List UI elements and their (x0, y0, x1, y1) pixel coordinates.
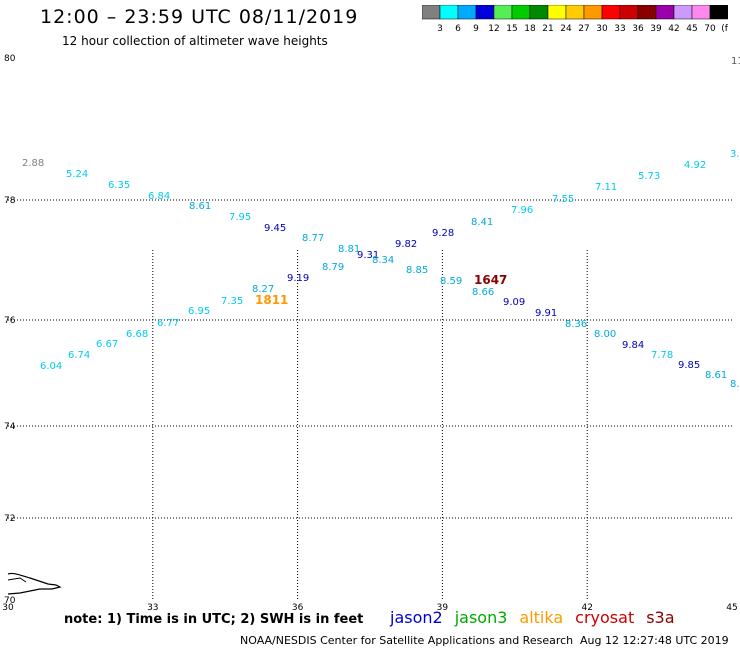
lon-tick-label: 42 (581, 603, 592, 613)
lat-tick-label: 80 (4, 54, 16, 64)
legend-label: 6 (455, 24, 461, 34)
map-subtitle: 12 hour collection of altimeter wave hei… (62, 34, 328, 48)
wave-height-label: 8.59 (440, 276, 462, 287)
wave-height-label: 6.67 (96, 339, 118, 350)
wave-height-label: 3. (730, 149, 740, 160)
wave-height-label: 5.73 (638, 171, 660, 182)
lat-tick-label: 78 (4, 196, 16, 206)
wave-height-label: 8.61 (705, 370, 727, 381)
wave-height-label: 9.31 (357, 250, 379, 261)
wave-height-label: 9.91 (535, 308, 557, 319)
lon-tick-label: 45 (726, 603, 737, 613)
legend-label: (ft) (721, 24, 728, 34)
lon-tick-label: 33 (147, 603, 158, 613)
wave-height-label: 7.35 (221, 296, 243, 307)
wave-height-label: 8.34 (372, 255, 394, 266)
wave-height-label: 9.85 (678, 360, 700, 371)
wave-height-label: 9.19 (287, 273, 309, 284)
wave-height-label: 8.00 (594, 329, 616, 340)
legend-swatch (709, 5, 728, 20)
lon-tick-label: 36 (292, 603, 304, 613)
legend-label: 27 (578, 24, 589, 34)
legend-label: 33 (614, 24, 625, 34)
wave-height-label: 6.77 (157, 318, 179, 329)
wave-height-label: 8.77 (302, 233, 324, 244)
wave-height-label: 6.68 (126, 329, 148, 340)
credit-date: Aug 12 12:27:48 UTC 2019 (580, 634, 729, 647)
wave-height-label: 8.41 (471, 217, 493, 228)
wave-height-label: 8. (730, 379, 740, 390)
wave-height-label: 6.04 (40, 361, 62, 372)
legend-label: 70 (704, 24, 716, 34)
wave-height-label: 9.84 (622, 340, 644, 351)
legend-label: 30 (596, 24, 608, 34)
right-edge-label: 11 (731, 56, 740, 67)
legend-label: 24 (560, 24, 572, 34)
coastline (7, 572, 62, 595)
wave-height-label: 6.84 (148, 191, 170, 202)
legend-label: 45 (686, 24, 697, 34)
wave-height-label: 8.61 (189, 201, 211, 212)
time-label: 1647 (474, 273, 507, 287)
wave-height-label: 6.95 (188, 306, 210, 317)
legend-label: 21 (542, 24, 553, 34)
wave-height-label: 7.96 (511, 205, 533, 216)
wave-height-label: 4.92 (684, 160, 706, 171)
wave-height-label: 8.79 (322, 262, 344, 273)
wave-height-label: 5.24 (66, 169, 88, 180)
lat-tick-label: 72 (4, 514, 15, 524)
wave-height-label: 9.28 (432, 228, 454, 239)
wave-height-label: 7.95 (229, 212, 251, 223)
wave-height-label: 9.09 (503, 297, 525, 308)
wave-height-label: 8.36 (565, 319, 587, 330)
lat-tick-label: 76 (4, 316, 16, 326)
map-title: 12:00 – 23:59 UTC 08/11/2019 (40, 6, 359, 28)
wave-height-label: 8.66 (472, 287, 494, 298)
legend-label: 39 (650, 24, 662, 34)
wave-height-label: 6.74 (68, 350, 90, 361)
legend-label: 18 (524, 24, 536, 34)
wave-height-label: 9.45 (264, 223, 286, 234)
lon-tick-label: 39 (437, 603, 449, 613)
wave-height-label: 9.82 (395, 239, 417, 250)
note-text: note: 1) Time is in UTC; 2) SWH is in fe… (64, 612, 364, 627)
wave-height-label: 7.55 (552, 194, 574, 205)
lat-tick-label: 70 (4, 596, 16, 606)
satellite-name: altika (519, 608, 564, 627)
time-label: 1811 (255, 293, 288, 307)
wave-height-label: 6.35 (108, 180, 130, 191)
satellite-name: jason2 (390, 608, 443, 627)
satellite-legend: jason2 jason3 altika cryosat s3a (390, 608, 687, 627)
wave-height-label: 8.27 (252, 284, 274, 295)
wave-height-label: 7.11 (595, 182, 617, 193)
wave-height-label: 8.85 (406, 265, 428, 276)
coastline (7, 577, 27, 583)
lon-tick-label: 30 (2, 603, 14, 613)
satellite-name: cryosat (575, 608, 635, 627)
wave-height-label: 2.88 (22, 158, 44, 169)
legend-label: 9 (473, 24, 479, 34)
satellite-name: s3a (646, 608, 675, 627)
legend-label: 3 (437, 24, 443, 34)
wave-height-label: 7.78 (651, 350, 673, 361)
legend-label: 36 (632, 24, 644, 34)
satellite-name: jason3 (454, 608, 508, 627)
legend-label: 12 (488, 24, 499, 34)
legend-label: 15 (506, 24, 517, 34)
wave-height-label: 8.81 (338, 244, 360, 255)
lat-tick-label: 74 (4, 422, 16, 432)
legend-label: 42 (668, 24, 679, 34)
credit-text: NOAA/NESDIS Center for Satellite Applica… (240, 634, 574, 647)
